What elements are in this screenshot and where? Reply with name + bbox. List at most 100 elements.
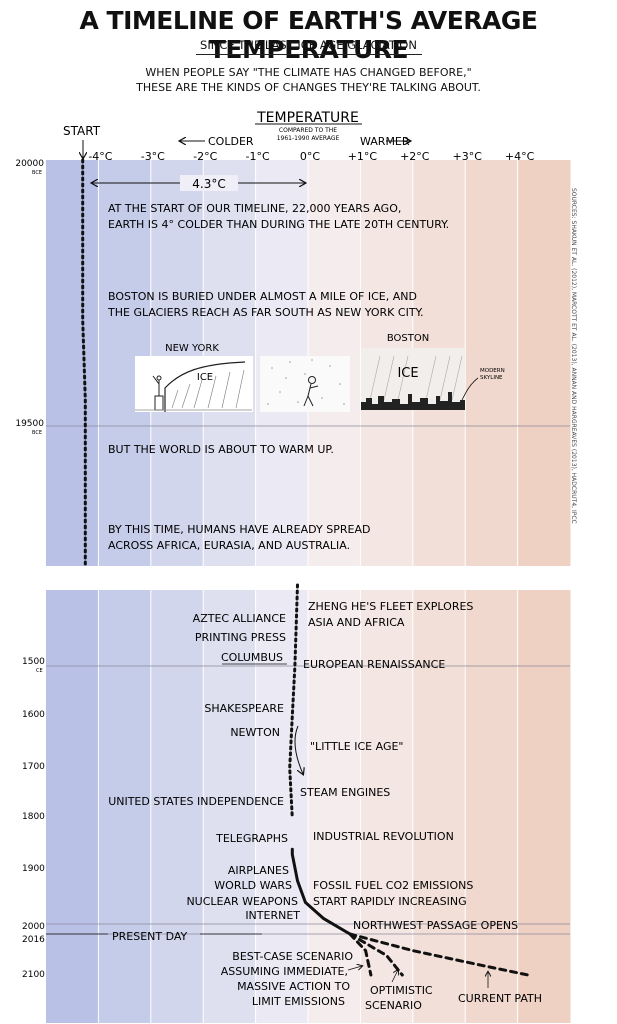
temp-band-1 (98, 590, 152, 1023)
temperature-line-historic (288, 583, 299, 820)
year-label: 20000 (15, 159, 44, 169)
best-case-arrow (347, 966, 362, 970)
event-renaissance: EUROPEAN RENAISSANCE (303, 658, 445, 671)
modern-skyline-label-1: MODERN (480, 368, 505, 374)
series-layer (81, 158, 530, 977)
tick-label: +4°C (505, 150, 535, 163)
best-case-3: MASSIVE ACTION TO (237, 980, 350, 993)
snowflakes (267, 359, 345, 405)
optimistic-arrow (391, 970, 398, 983)
tick-label: +3°C (452, 150, 482, 163)
illustration-snow (260, 356, 350, 412)
year-label: 1600 (22, 710, 45, 720)
event-internet: INTERNET (245, 909, 300, 922)
year-labels: 20000BCE19500BCE1500CE160017001800190020… (15, 159, 262, 980)
tick-label: -3°C (141, 150, 165, 163)
temp-band-6 (360, 590, 414, 1023)
event-us-independence: UNITED STATES INDEPENDENCE (108, 795, 284, 808)
span-label: 4.3°C (192, 177, 225, 191)
intro-line-1: WHEN PEOPLE SAY "THE CLIMATE HAS CHANGED… (145, 66, 472, 79)
chart-title: A TIMELINE OF EARTH'S AVERAGE TEMPERATUR… (79, 6, 539, 64)
ice-right-label: ICE (397, 366, 418, 381)
tick-label: 0°C (300, 150, 320, 163)
projection-best-case (348, 932, 373, 977)
new-york-label: NEW YORK (165, 343, 219, 354)
event-airplanes: AIRPLANES (228, 864, 289, 877)
sources-text: SOURCES: SHAKUN ET AL. (2012), MARCOTT E… (570, 188, 577, 524)
tick-label: -4°C (88, 150, 112, 163)
event-steam: STEAM ENGINES (300, 786, 390, 799)
temp-band-5 (308, 590, 361, 1023)
annotation-humans-1: BY THIS TIME, HUMANS HAVE ALREADY SPREAD (108, 523, 370, 536)
year-label: 1700 (22, 762, 45, 772)
projection-current-path (348, 932, 530, 977)
annotation-humans-2: ACROSS AFRICA, EURASIA, AND AUSTRALIA. (108, 539, 350, 552)
event-fossil-1: FOSSIL FUEL CO2 EMISSIONS (313, 879, 473, 892)
best-case-4: LIMIT EMISSIONS (252, 995, 345, 1008)
event-northwest: NORTHWEST PASSAGE OPENS (353, 919, 518, 932)
event-newton: NEWTON (230, 726, 280, 739)
event-columbus: COLUMBUS (221, 651, 283, 664)
illustration-new-york: NEW YORK ICE (135, 343, 253, 412)
axis-subtitle-2: 1961-1990 AVERAGE (277, 135, 340, 142)
year-label: 1800 (22, 812, 45, 822)
best-case-1: BEST-CASE SCENARIO (232, 950, 353, 963)
axis-title: TEMPERATURE (256, 110, 359, 126)
temp-band-3 (203, 590, 257, 1023)
intro-line-2: THESE ARE THE KINDS OF CHANGES THEY'RE T… (136, 81, 481, 94)
annotation-start-2: EARTH IS 4° COLDER THAN DURING THE LATE … (108, 218, 449, 231)
year-label: 19500 (15, 419, 44, 429)
tick-label: -2°C (193, 150, 217, 163)
tick-labels: -4°C -3°C -2°C -1°C 0°C +1°C +2°C +3°C +4°C (88, 150, 535, 166)
event-zheng-he-1: ZHENG HE'S FLEET EXPLORES (308, 600, 473, 613)
temp-band-7 (412, 590, 466, 1023)
little-ice-age-arrow (294, 725, 303, 774)
boston-ice-hatching (369, 355, 463, 401)
annotation-start-1: AT THE START OF OUR TIMELINE, 22,000 YEA… (108, 202, 401, 215)
event-world-wars: WORLD WARS (214, 879, 292, 892)
event-fossil-2: START RAPIDLY INCREASING (313, 895, 467, 908)
temp-band-8 (465, 590, 519, 1023)
year-label: 2100 (22, 970, 45, 980)
colder-label: COLDER (208, 135, 254, 148)
skyline-pointer (461, 377, 479, 401)
chart-subtitle: SINCE THE LAST ICE AGE GLACIATION (200, 38, 417, 52)
best-case-2: ASSUMING IMMEDIATE, (221, 965, 348, 978)
modern-skyline-label-2: SKYLINE (480, 375, 503, 381)
temp-band-8 (465, 160, 519, 566)
axis-subtitle-1: COMPARED TO THE (279, 127, 337, 134)
era-label: BCE (32, 170, 42, 176)
bottom-annotations: ZHENG HE'S FLEET EXPLORES ASIA AND AFRIC… (108, 600, 542, 1012)
temp-band-9 (517, 590, 571, 1023)
ice-hatching (171, 369, 245, 409)
annotation-warm-up: BUT THE WORLD IS ABOUT TO WARM UP. (108, 443, 334, 456)
temp-band-2 (150, 590, 204, 1023)
top-annotations: AT THE START OF OUR TIMELINE, 22,000 YEA… (107, 202, 449, 552)
annotation-boston-1: BOSTON IS BURIED UNDER ALMOST A MILE OF … (108, 290, 417, 303)
event-little-ice-age: "LITTLE ICE AGE" (310, 740, 404, 753)
event-present-day: PRESENT DAY (112, 930, 188, 943)
panel-bottom (46, 590, 571, 1023)
era-label: BCE (32, 430, 42, 436)
event-industrial: INDUSTRIAL REVOLUTION (313, 830, 454, 843)
ice-left-label: ICE (197, 372, 213, 383)
year-label: 2016 (22, 935, 45, 945)
subtitle-underline (196, 54, 422, 55)
event-zheng-he-2: ASIA AND AFRICA (308, 616, 405, 629)
event-printing: PRINTING PRESS (195, 631, 286, 644)
tick-label: -1°C (246, 150, 270, 163)
temp-band-9 (517, 160, 571, 566)
annotation-boston-2: THE GLACIERS REACH AS FAR SOUTH AS NEW Y… (107, 306, 424, 319)
current-path-label: CURRENT PATH (458, 992, 542, 1005)
event-telegraphs: TELEGRAPHS (215, 832, 288, 845)
illustration-boston: BOSTON ICE MODERN SKYLINE (361, 333, 505, 410)
year-label: 1500 (22, 657, 45, 667)
event-nuclear: NUCLEAR WEAPONS (186, 895, 298, 908)
temperature-line-ice-age (81, 158, 87, 568)
tick-label: +1°C (348, 150, 378, 163)
temp-band-0 (46, 590, 99, 1023)
era-label: CE (36, 668, 43, 674)
year-label: 1900 (22, 864, 45, 874)
start-label: START (63, 124, 101, 138)
